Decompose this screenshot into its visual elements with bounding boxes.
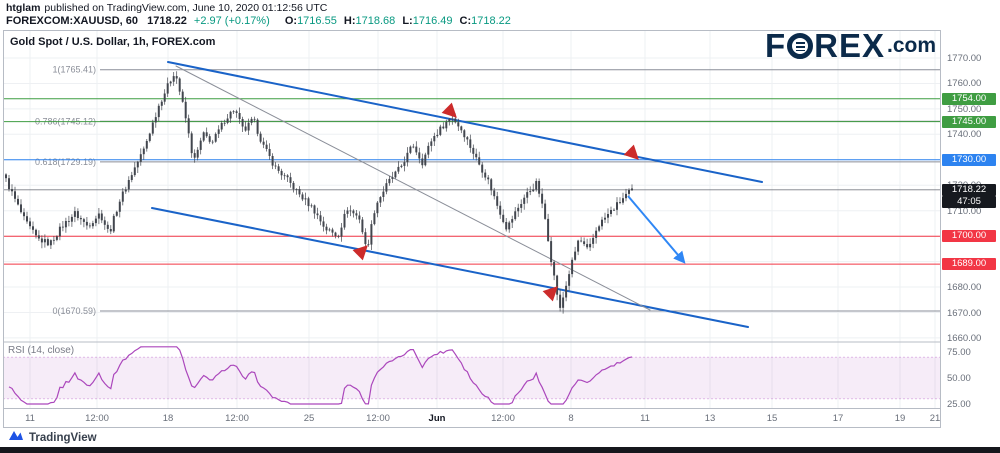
time-tick-label[interactable]: 8 (568, 413, 574, 424)
time-tick-label[interactable]: 19 (894, 413, 906, 424)
time-tick-label[interactable]: 12:00 (85, 413, 109, 424)
svg-text:0.618(1729.19): 0.618(1729.19) (35, 157, 96, 167)
price-level-badge[interactable]: 1689.00 (942, 258, 996, 271)
high-value: 1718.68 (355, 15, 396, 27)
logo-o-bars-icon (795, 41, 805, 51)
price-level-badge[interactable]: 1754.00 (942, 92, 996, 105)
rsi-tick-label[interactable]: 50.00 (947, 373, 971, 384)
close-value: 1718.22 (471, 15, 511, 27)
time-tick-label[interactable]: 12:00 (366, 413, 390, 424)
low-label: L: (402, 15, 413, 27)
time-tick-label[interactable]: 13 (704, 413, 716, 424)
tradingview-brand[interactable]: TradingView (29, 431, 97, 444)
time-tick-label[interactable]: 11 (25, 413, 35, 424)
open-label: O: (284, 15, 298, 27)
price-tick-label[interactable]: 1670.00 (947, 307, 982, 319)
tradingview-logo-icon (8, 428, 24, 447)
svg-text:1(1765.41): 1(1765.41) (52, 65, 96, 75)
price-tick-label[interactable]: 1680.00 (947, 282, 982, 294)
time-tick-label[interactable]: 18 (162, 413, 174, 424)
time-tick-label[interactable]: 15 (766, 413, 778, 424)
current-price-badge[interactable]: 1718.22 (942, 183, 996, 196)
price-tick-label[interactable]: 1770.00 (947, 53, 982, 64)
price-level-badge[interactable]: 1730.00 (942, 153, 996, 166)
time-axis[interactable]: 11 12:00 18 12:00 25 12:00 Jun 12:00 8 11 13 15 17 19… (3, 408, 940, 428)
price-tick-label[interactable]: 1660.00 (947, 332, 982, 344)
time-tick-label[interactable]: Jun (428, 413, 446, 424)
chart-title: Gold Spot / U.S. Dollar, 1h, FOREX.com (10, 36, 216, 48)
price-change: +2.97 (+0.17%) (193, 15, 270, 27)
open-value: 1716.55 (297, 15, 337, 27)
rsi-tick-label[interactable]: 75.00 (947, 347, 971, 358)
publish-info: htglam published on TradingView.com, June… (6, 2, 327, 14)
time-tick-label[interactable]: 12:00 (225, 413, 249, 424)
low-value: 1716.49 (412, 15, 453, 27)
time-tick-label[interactable]: 17 (832, 413, 844, 424)
time-tick-label[interactable]: 12:00 (491, 413, 515, 424)
price-tick-label[interactable]: 1760.00 (947, 78, 982, 90)
logo-o-icon (787, 33, 814, 59)
publish-text: published on TradingView.com, June 10, 2… (44, 2, 328, 14)
last-price: 1718.22 (147, 15, 187, 27)
price-scale[interactable]: 1770.001760.001750.001740.001720.001710.… (940, 30, 997, 428)
logo-letter-f: F (764, 27, 787, 64)
logo-letters-rex: REX (814, 27, 885, 64)
logo-dotcom: .com (886, 34, 936, 57)
rsi-tick-label[interactable]: 25.00 (947, 399, 971, 410)
bar-countdown-badge[interactable]: 47:05 (942, 195, 996, 208)
footer: TradingView (0, 428, 1000, 447)
time-tick-label[interactable]: 25 (303, 413, 315, 424)
price-tick-label[interactable]: 1750.00 (947, 103, 982, 115)
rsi-indicator-label[interactable]: RSI (14, close) (8, 345, 75, 356)
price-level-badge[interactable]: 1745.00 (942, 115, 996, 128)
bottom-black-bar (0, 447, 1000, 453)
high-label: H: (343, 15, 356, 27)
time-tick-label[interactable]: 11 (640, 413, 650, 424)
author-name: htglam (6, 2, 41, 14)
time-tick-label[interactable]: 21 (929, 413, 941, 424)
price-tick-label[interactable]: 1710.00 (947, 205, 982, 217)
symbol-info-bar: FOREXCOM:XAUUSD, 60 1718.22 +2.97 (+0.17… (6, 15, 511, 27)
price-tick-label[interactable]: 1740.00 (947, 129, 982, 141)
price-level-badge[interactable]: 1700.00 (942, 230, 996, 243)
forex-com-logo: F REX .com (764, 27, 936, 64)
svg-text:0(1670.59): 0(1670.59) (52, 306, 96, 316)
close-label: C: (459, 15, 472, 27)
symbol-name[interactable]: FOREXCOM:XAUUSD, 60 (6, 15, 139, 27)
